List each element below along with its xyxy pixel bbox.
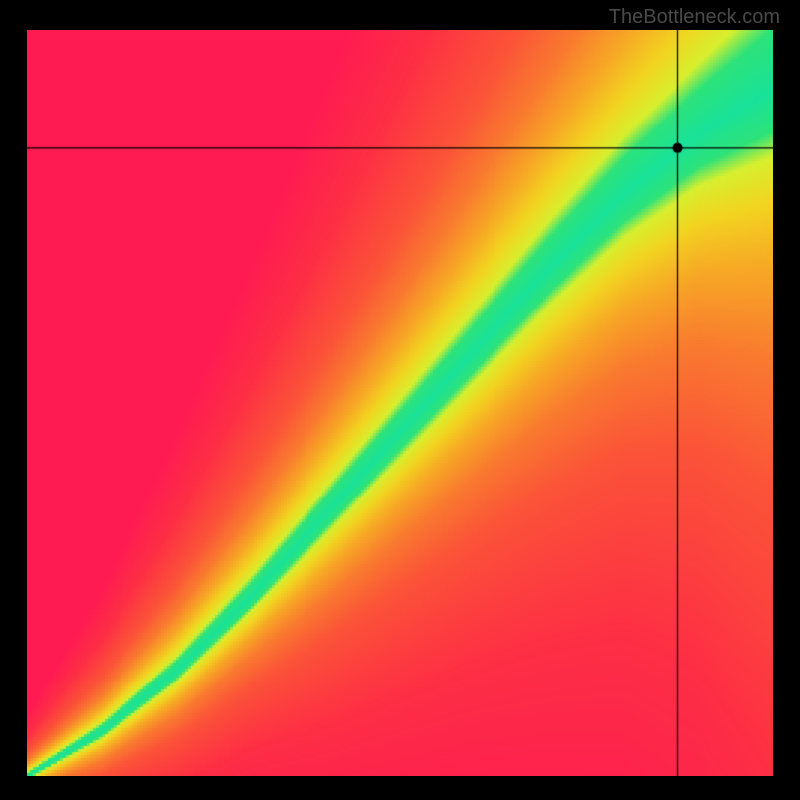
heatmap-plot (27, 30, 773, 776)
chart-container: TheBottleneck.com (0, 0, 800, 800)
watermark-text: TheBottleneck.com (609, 6, 780, 29)
heatmap-canvas (27, 30, 773, 776)
